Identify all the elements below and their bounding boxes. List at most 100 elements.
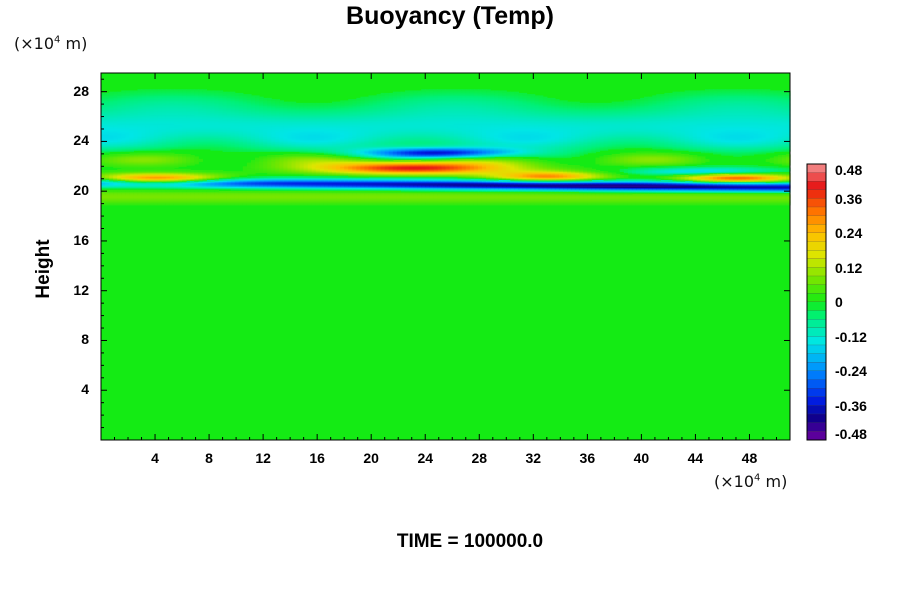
heatmap-cell xyxy=(494,171,499,174)
heatmap-cell xyxy=(587,193,592,196)
heatmap-cell xyxy=(117,178,122,181)
heatmap-cell xyxy=(640,181,645,184)
heatmap-cell xyxy=(502,193,507,196)
heatmap-cell xyxy=(753,194,759,197)
heatmap-cell xyxy=(506,194,511,197)
heatmap-cell xyxy=(575,187,580,190)
heatmap-cell xyxy=(660,196,665,198)
heatmap-cell xyxy=(210,184,216,187)
heatmap-cell xyxy=(392,172,398,175)
heatmap-cell xyxy=(765,203,771,206)
heatmap-cell xyxy=(765,177,771,180)
heatmap-cell xyxy=(101,172,106,175)
heatmap-cell xyxy=(558,172,564,175)
heatmap-cell xyxy=(631,202,637,205)
heatmap-cell xyxy=(348,197,353,200)
heatmap-cell xyxy=(708,189,714,192)
heatmap-cell xyxy=(481,184,487,187)
heatmap-cell xyxy=(640,171,645,174)
heatmap-cell xyxy=(640,197,645,200)
heatmap-cell xyxy=(554,196,560,198)
heatmap-cell xyxy=(409,201,414,203)
heatmap-cell xyxy=(222,201,228,203)
heatmap-cell xyxy=(761,194,767,197)
heatmap-cell xyxy=(137,196,143,198)
heatmap-cell xyxy=(648,191,653,194)
heatmap-cell xyxy=(558,187,564,190)
heatmap-cell xyxy=(729,193,734,196)
heatmap-cell xyxy=(190,198,195,201)
heatmap-cell xyxy=(307,179,313,182)
heatmap-cell xyxy=(684,175,690,177)
heatmap-cell xyxy=(668,203,674,206)
heatmap-cell xyxy=(230,182,236,185)
heatmap-cell xyxy=(522,197,528,200)
heatmap-cell xyxy=(121,173,126,176)
heatmap-cell xyxy=(291,191,297,194)
heatmap-cell xyxy=(481,203,487,206)
heatmap-cell xyxy=(644,188,649,191)
heatmap-cell xyxy=(417,187,422,190)
heatmap-cell xyxy=(461,199,467,202)
heatmap-cell xyxy=(129,184,135,187)
heatmap-cell xyxy=(530,178,536,181)
heatmap-cell xyxy=(785,196,791,198)
heatmap-cell xyxy=(635,201,641,203)
heatmap-cell xyxy=(137,192,143,195)
heatmap-cell xyxy=(133,181,139,184)
heatmap-cell xyxy=(769,181,775,184)
heatmap-cell xyxy=(583,175,588,177)
heatmap-cell xyxy=(113,181,118,184)
heatmap-cell xyxy=(149,178,155,181)
heatmap-cell xyxy=(733,199,738,202)
heatmap-cell xyxy=(534,173,540,176)
heatmap-cell xyxy=(291,178,297,181)
heatmap-cell xyxy=(558,203,564,206)
heatmap-cell xyxy=(700,201,706,203)
heatmap-cell xyxy=(640,199,645,202)
heatmap-cell xyxy=(279,201,284,203)
heatmap-cell xyxy=(737,199,742,202)
heatmap-cell xyxy=(437,181,443,184)
heatmap-cell xyxy=(380,199,386,202)
heatmap-cell xyxy=(664,194,670,197)
heatmap-cell xyxy=(514,202,520,205)
heatmap-cell xyxy=(210,198,216,201)
heatmap-cell xyxy=(757,186,763,189)
heatmap-cell xyxy=(263,177,268,180)
heatmap-cell xyxy=(234,188,240,191)
heatmap-cell xyxy=(271,199,276,202)
heatmap-cell xyxy=(299,194,305,197)
heatmap-cell xyxy=(753,182,759,185)
heatmap-cell xyxy=(194,177,199,180)
heatmap-cell xyxy=(469,201,475,203)
heatmap-cell xyxy=(165,197,171,200)
heatmap-cell xyxy=(656,181,661,184)
heatmap-cell xyxy=(631,203,637,206)
heatmap-cell xyxy=(648,182,653,185)
heatmap-cell xyxy=(222,171,228,174)
heatmap-cell xyxy=(534,202,540,205)
heatmap-cell xyxy=(599,202,605,205)
heatmap-cell xyxy=(526,186,532,189)
heatmap-cell xyxy=(352,188,357,191)
heatmap-cell xyxy=(186,173,191,176)
heatmap-cell xyxy=(348,194,353,197)
heatmap-cell xyxy=(259,194,264,197)
heatmap-cell xyxy=(785,194,791,197)
heatmap-cell xyxy=(202,201,207,203)
heatmap-cell xyxy=(680,183,686,186)
heatmap-cell xyxy=(433,181,438,184)
heatmap-cell xyxy=(781,183,787,186)
heatmap-cell xyxy=(352,176,357,179)
heatmap-cell xyxy=(113,170,118,172)
heatmap-cell xyxy=(173,194,179,197)
heatmap-cell xyxy=(660,171,665,174)
heatmap-cell xyxy=(409,189,414,192)
heatmap-cell xyxy=(238,196,244,198)
heatmap-cell xyxy=(198,181,203,184)
heatmap-cell xyxy=(141,184,147,187)
heatmap-cell xyxy=(287,201,293,203)
heatmap-cell xyxy=(400,187,406,190)
heatmap-cell xyxy=(186,177,191,180)
